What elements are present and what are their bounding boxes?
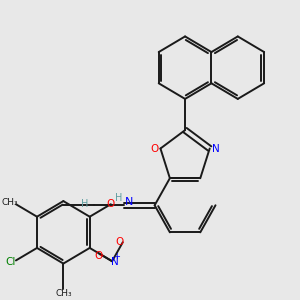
Text: N: N — [124, 197, 133, 207]
Text: H: H — [115, 193, 122, 203]
Text: O: O — [150, 143, 159, 154]
Text: H: H — [81, 199, 88, 209]
Text: O: O — [107, 199, 115, 209]
Text: O: O — [95, 251, 103, 261]
Text: ⁻: ⁻ — [99, 253, 104, 263]
Text: O: O — [116, 237, 124, 247]
Text: CH₃: CH₃ — [55, 289, 72, 298]
Text: N: N — [212, 143, 220, 154]
Text: Cl: Cl — [6, 257, 16, 267]
Text: CH₃: CH₃ — [1, 198, 18, 207]
Text: N: N — [111, 257, 119, 267]
Text: +: + — [113, 252, 120, 261]
